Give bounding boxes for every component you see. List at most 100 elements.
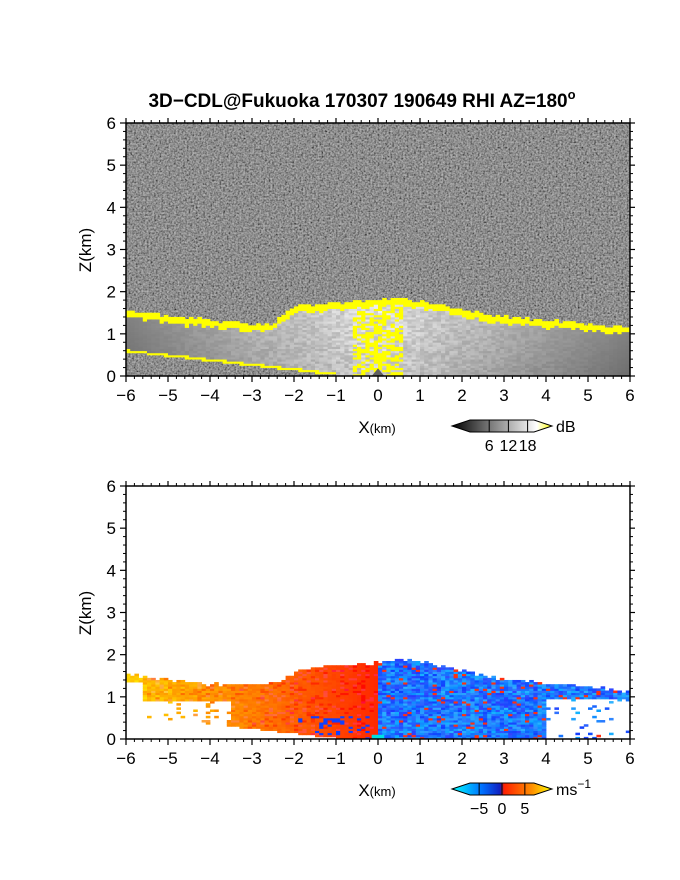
echo-cell — [399, 732, 404, 736]
echo-cell — [365, 675, 370, 679]
echo-cell — [315, 308, 320, 312]
echo-cell — [247, 709, 253, 712]
echo-cell — [487, 333, 492, 337]
echo-cell — [365, 335, 370, 339]
echo-cell — [361, 371, 366, 375]
echo-cell — [319, 367, 324, 371]
echo-cell — [403, 359, 408, 362]
echo-cell — [298, 701, 303, 704]
echo-cell — [525, 373, 530, 376]
echo-cell — [260, 711, 265, 715]
echo-cell — [147, 352, 152, 356]
echo-cell — [197, 316, 202, 320]
echo-cell — [365, 694, 370, 698]
echo-cell — [592, 357, 597, 360]
echo-cell — [399, 663, 404, 666]
echo-cell — [197, 692, 202, 696]
echo-cell — [386, 698, 391, 702]
echo-cell — [180, 316, 186, 320]
echo-cell — [512, 357, 517, 360]
echo-cell — [298, 726, 303, 729]
echo-cell — [155, 319, 160, 322]
echo-cell — [294, 698, 299, 702]
echo-cell — [386, 671, 391, 675]
echo-cell — [210, 335, 215, 339]
echo-cell — [357, 342, 362, 345]
echo-cell — [323, 677, 328, 681]
echo-cell — [415, 369, 421, 373]
echo-cell — [277, 359, 282, 362]
echo-cell — [390, 371, 396, 375]
echo-cell — [294, 728, 299, 731]
echo-cell — [365, 665, 370, 668]
echo-cell — [327, 308, 333, 312]
echo-cell — [386, 669, 391, 672]
echo-cell — [541, 359, 547, 362]
echo-cell — [411, 373, 417, 376]
echo-cell — [529, 369, 534, 373]
echo-cell — [508, 333, 513, 337]
echo-cell — [441, 367, 446, 371]
echo-cell — [315, 692, 320, 696]
echo-cell — [327, 314, 333, 318]
echo-cell — [218, 688, 223, 691]
echo-cell — [571, 367, 576, 371]
echo-cell — [604, 335, 610, 339]
echo-cell — [592, 342, 597, 345]
echo-cell — [361, 686, 366, 689]
echo-cell — [231, 686, 236, 689]
echo-cell — [155, 342, 160, 345]
echo-cell — [344, 724, 349, 727]
echo-cell — [298, 369, 303, 373]
echo-cell — [231, 722, 236, 725]
echo-cell — [386, 319, 391, 322]
echo-cell — [407, 348, 412, 352]
echo-cell — [399, 694, 404, 698]
echo-cell — [361, 671, 366, 675]
echo-cell — [285, 350, 291, 354]
echo-cell — [252, 350, 257, 354]
echo-cell — [168, 679, 173, 683]
echo-cell — [365, 321, 370, 324]
echo-cell — [390, 367, 396, 371]
echo-cell — [432, 308, 438, 312]
echo-cell — [357, 312, 362, 316]
echo-cell — [285, 677, 291, 681]
echo-cell — [403, 736, 408, 739]
echo-cell — [302, 694, 307, 698]
echo-cell — [583, 335, 589, 339]
echo-cell — [478, 352, 484, 356]
echo-cell — [361, 665, 366, 668]
echo-cell — [403, 344, 408, 347]
echo-cell — [508, 331, 513, 335]
echo-cell — [226, 333, 232, 337]
echo-cell — [399, 671, 404, 675]
echo-cell — [235, 686, 240, 689]
echo-cell — [600, 327, 606, 331]
echo-cell — [487, 357, 492, 360]
echo-cell — [424, 367, 429, 371]
echo-cell — [520, 319, 526, 322]
echo-cell — [369, 715, 375, 719]
echo-cell — [147, 698, 152, 702]
echo-cell — [567, 357, 572, 360]
echo-cell — [390, 688, 396, 691]
echo-cell — [382, 726, 387, 729]
echo-cell — [277, 728, 282, 731]
echo-cell — [436, 335, 442, 339]
echo-cell — [222, 348, 228, 352]
echo-cell — [306, 688, 312, 691]
echo-cell — [415, 361, 421, 364]
echo-cell — [365, 698, 370, 702]
echo-cell — [369, 675, 375, 679]
echo-cell — [520, 327, 526, 331]
echo-cell — [252, 363, 257, 366]
echo-cell — [499, 348, 505, 352]
echo-cell — [445, 352, 450, 356]
echo-cell — [428, 344, 433, 347]
y-tick-label: 2 — [107, 283, 116, 302]
echo-cell — [264, 705, 270, 708]
echo-cell — [151, 698, 156, 702]
echo-cell — [243, 698, 249, 702]
echo-cell — [550, 350, 555, 354]
